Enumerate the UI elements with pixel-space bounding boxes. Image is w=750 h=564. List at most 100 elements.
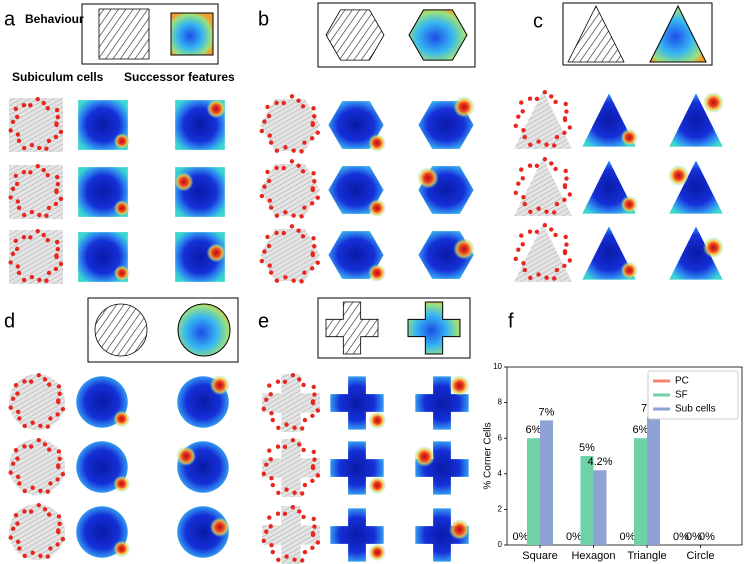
panel-label: b	[258, 8, 269, 30]
spike	[28, 379, 34, 384]
y-tick-label: 8	[498, 398, 503, 407]
spike	[56, 528, 61, 533]
spike	[16, 270, 22, 276]
spike	[519, 167, 524, 172]
heatmap	[330, 376, 384, 430]
spike	[13, 512, 19, 518]
legend-label: Sub cells	[675, 404, 716, 415]
spike	[562, 249, 568, 254]
trajectory-map	[94, 303, 148, 357]
spike	[36, 437, 42, 443]
spike	[315, 260, 320, 265]
spike	[46, 512, 52, 517]
spike	[520, 176, 525, 181]
spike	[8, 260, 13, 265]
heatmap	[177, 303, 231, 357]
spike	[264, 397, 269, 402]
spike	[58, 196, 64, 202]
spike	[42, 507, 48, 512]
panel-label: f	[508, 310, 514, 332]
spike	[289, 159, 295, 164]
heatmap	[669, 160, 723, 214]
spike	[37, 212, 42, 218]
column-label: Successor features	[124, 70, 235, 84]
trajectory-map	[325, 9, 385, 61]
spike	[275, 511, 281, 516]
spike	[527, 96, 533, 101]
spike	[267, 133, 272, 138]
spike-raster	[9, 439, 65, 495]
spike	[30, 550, 35, 556]
heatmap	[330, 508, 384, 562]
spike	[553, 99, 558, 105]
spike	[544, 209, 549, 214]
spike	[53, 201, 59, 207]
spike	[37, 145, 42, 151]
heatmap	[649, 4, 707, 63]
heatmap	[328, 166, 384, 214]
spike	[562, 130, 567, 136]
spike	[17, 546, 22, 551]
spike	[276, 425, 281, 430]
spike	[36, 502, 42, 508]
spike	[55, 542, 60, 547]
spike	[15, 132, 21, 137]
spike	[274, 165, 279, 171]
spike	[299, 279, 304, 284]
spike	[8, 405, 13, 410]
spike	[274, 148, 280, 153]
y-tick-label: 10	[493, 362, 502, 371]
spike	[17, 416, 22, 421]
spike	[29, 274, 35, 280]
spike	[56, 398, 61, 403]
spike	[311, 449, 316, 455]
spike	[563, 234, 568, 240]
spike	[60, 471, 66, 477]
spike	[15, 391, 20, 396]
spike-raster	[260, 229, 320, 281]
spike	[13, 238, 18, 243]
spike	[564, 109, 569, 114]
heatmap	[408, 9, 468, 61]
spike	[37, 277, 42, 283]
spike	[315, 540, 321, 545]
spike	[262, 249, 267, 254]
bar	[540, 420, 553, 545]
spike	[269, 476, 274, 481]
hot-spot	[113, 410, 130, 428]
spike	[302, 417, 308, 423]
spike	[264, 529, 269, 534]
spike	[551, 143, 557, 148]
spike	[284, 554, 289, 559]
hot-spot	[174, 172, 194, 192]
spike	[562, 197, 567, 203]
spike	[55, 114, 61, 120]
spike-raster	[260, 164, 320, 216]
spike	[269, 411, 274, 416]
spike	[262, 119, 267, 124]
spike	[311, 236, 316, 241]
spike	[48, 481, 53, 486]
x-tick-label: Circle	[686, 550, 714, 562]
heatmap	[669, 226, 723, 280]
spike	[60, 536, 66, 542]
spike	[16, 205, 22, 211]
spike	[309, 136, 315, 141]
spike	[8, 195, 13, 200]
spike	[281, 100, 286, 106]
hot-spot	[209, 517, 230, 538]
spike	[46, 270, 52, 276]
heatmap	[328, 231, 384, 279]
spike	[300, 169, 306, 174]
hot-spot	[368, 476, 386, 495]
value-label: 0%	[566, 531, 582, 543]
spike	[30, 420, 35, 426]
spike	[261, 471, 266, 477]
spike	[562, 116, 568, 121]
spike-raster	[9, 374, 65, 430]
spike	[265, 104, 270, 110]
hot-spot	[206, 243, 226, 263]
spike	[291, 213, 296, 218]
hot-spot	[668, 165, 690, 187]
value-label: 0%	[513, 531, 529, 543]
